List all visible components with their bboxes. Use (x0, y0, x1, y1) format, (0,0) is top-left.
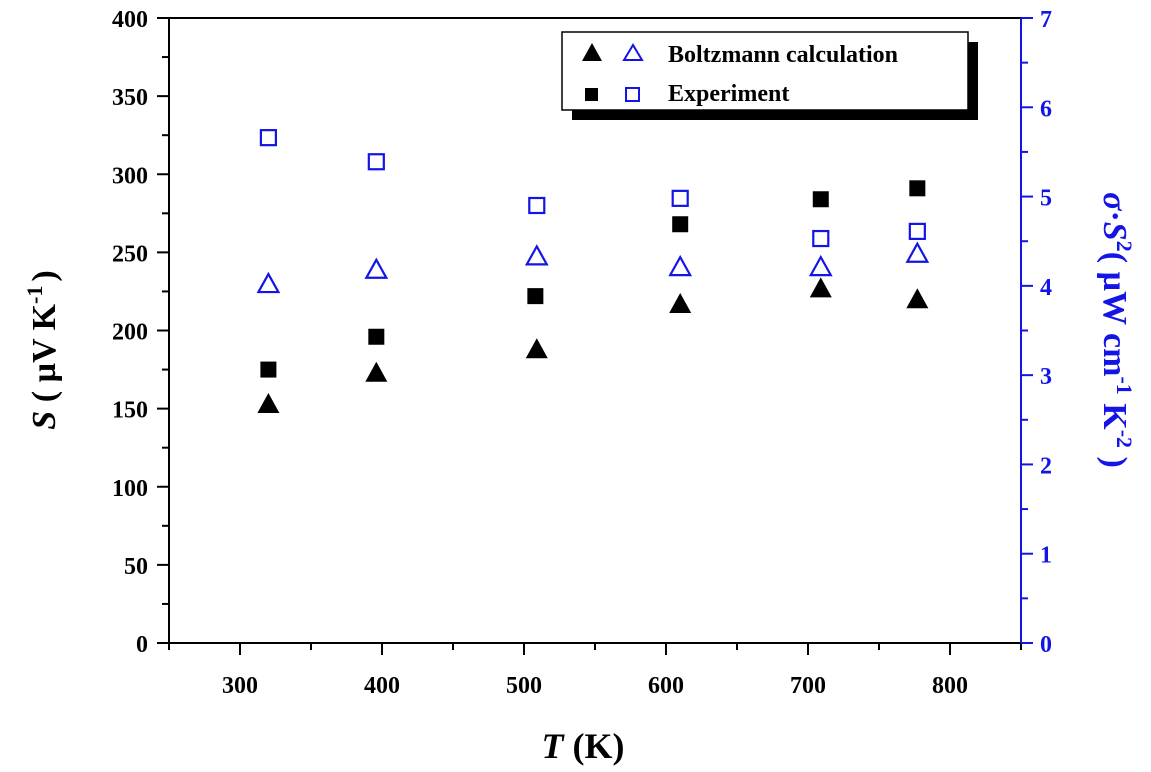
legend-label-experiment: Experiment (668, 81, 789, 107)
y-right-tick-label: 4 (1040, 275, 1052, 301)
y-right-tick-label: 2 (1040, 453, 1052, 479)
series-2-point (256, 271, 281, 294)
legend-open-triangle-marker (622, 43, 644, 61)
y-right-axis-title: σ·S2( µW cm-1 K-2 ) (1096, 192, 1137, 468)
series-0-point (669, 292, 692, 313)
y-left-tick-label: 150 (112, 398, 148, 424)
y-right-tick-label: 6 (1040, 96, 1052, 122)
series-3-point (367, 153, 385, 171)
data-marks (256, 129, 930, 413)
y-right-tick-label: 3 (1040, 364, 1052, 390)
x-ticks: 300 400 500 600 700 800 (168, 643, 1022, 699)
y-left-tick-label: 300 (112, 163, 148, 189)
series-2-point (668, 254, 693, 277)
series-1-point (812, 191, 829, 208)
series-1-point (368, 328, 385, 345)
series-0-point (809, 277, 832, 298)
series-0-point (365, 361, 388, 382)
legend-label-boltzmann: Boltzmann calculation (668, 42, 898, 68)
y-left-tick-label: 50 (124, 554, 148, 580)
legend-box (561, 31, 969, 111)
series-1-point (672, 216, 689, 233)
series-1-point (909, 180, 926, 197)
series-3-point (528, 196, 546, 215)
y-left-tick-label: 0 (136, 632, 148, 658)
series-3-point (908, 222, 926, 240)
y-left-tick-label: 100 (112, 476, 148, 502)
y-left-ticks: 0 50 100 150 200 250 300 350 400 (112, 7, 169, 658)
series-2-point (905, 241, 930, 263)
series-3-point (671, 189, 689, 207)
series-1-point (527, 288, 544, 305)
x-tick-label: 400 (364, 673, 400, 699)
series-3-point (259, 129, 277, 147)
y-left-axis-title: S ( µV K-1) (22, 270, 63, 429)
series-3-point (812, 229, 830, 248)
legend-filled-square-marker (585, 88, 598, 101)
y-left-tick-label: 200 (112, 320, 148, 346)
x-tick-label: 300 (222, 673, 258, 699)
y-right-tick-label: 1 (1040, 543, 1052, 569)
y-right-tick-label: 5 (1040, 186, 1052, 212)
y-left-tick-label: 350 (112, 85, 148, 111)
series-2-point (808, 254, 833, 277)
x-tick-label: 500 (506, 673, 542, 699)
x-tick-label: 700 (790, 673, 826, 699)
y-left-tick-label: 400 (112, 7, 148, 33)
y-right-tick-label: 0 (1040, 632, 1052, 658)
series-0-point (257, 392, 280, 413)
x-axis-title: T (K) (542, 726, 625, 766)
series-2-point (364, 257, 389, 279)
series-0-point (525, 338, 548, 359)
legend: Boltzmann calculation Experiment (561, 31, 978, 120)
legend-open-square-marker (625, 87, 640, 102)
y-right-tick-label: 7 (1040, 7, 1052, 33)
x-tick-label: 800 (932, 673, 968, 699)
y-left-tick-label: 250 (112, 241, 148, 267)
x-tick-label: 600 (648, 673, 684, 699)
series-1-point (260, 361, 277, 378)
series-2-point (524, 244, 549, 266)
y-right-ticks: 0 1 2 3 4 5 6 7 (1021, 7, 1052, 658)
legend-filled-triangle-marker (582, 43, 602, 61)
series-0-point (906, 288, 929, 309)
